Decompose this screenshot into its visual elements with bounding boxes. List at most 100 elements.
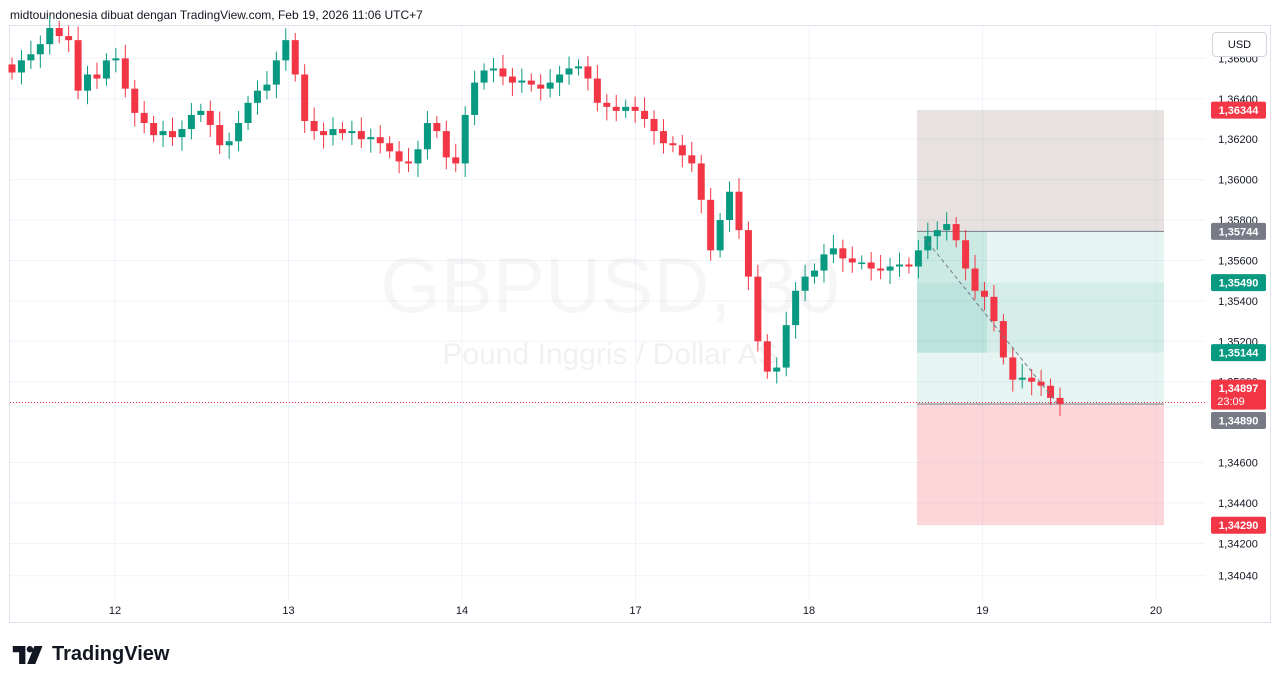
candle-body xyxy=(574,66,582,69)
candle-body xyxy=(480,70,488,83)
stop-label-text: 1,34290 xyxy=(1219,520,1259,532)
candle xyxy=(357,117,365,148)
candle xyxy=(253,80,261,115)
x-tick-label: 18 xyxy=(803,605,815,617)
candle-body xyxy=(17,60,25,73)
candle xyxy=(990,284,998,332)
candle xyxy=(301,64,309,133)
candle-body xyxy=(150,123,158,136)
candle-body xyxy=(55,28,63,37)
candle xyxy=(754,264,762,352)
candle-body xyxy=(697,163,705,200)
candle xyxy=(943,212,951,241)
candle-body xyxy=(659,131,667,144)
y-tick-label: 1,34200 xyxy=(1218,538,1258,550)
currency-button[interactable]: USD xyxy=(1212,32,1267,57)
candle xyxy=(263,71,271,100)
candle xyxy=(641,97,649,128)
chart-frame xyxy=(9,25,1271,623)
y-tick-label: 1,36200 xyxy=(1218,134,1258,146)
candle-body xyxy=(716,220,724,251)
candle-body xyxy=(65,36,73,41)
trend-line xyxy=(923,237,1061,408)
candle xyxy=(197,103,205,123)
candle xyxy=(744,221,752,291)
candle xyxy=(216,111,224,154)
candle xyxy=(480,63,488,90)
candle-body xyxy=(1047,385,1055,398)
last-price-label-bg xyxy=(1211,379,1266,410)
candle-body xyxy=(131,88,139,113)
candle-body xyxy=(848,258,856,263)
candle xyxy=(348,120,356,146)
candle-body xyxy=(508,76,516,83)
candle xyxy=(650,110,658,145)
candle xyxy=(1056,387,1064,416)
candle-body xyxy=(74,40,82,91)
candle-body xyxy=(112,58,120,61)
y-tick-label: 1,35600 xyxy=(1218,255,1258,267)
candle-body xyxy=(914,250,922,267)
candle xyxy=(556,65,564,97)
x-axis: 12 13 14 17 18 19 20 xyxy=(109,605,1162,617)
candle xyxy=(508,67,516,97)
candle xyxy=(962,229,970,281)
candle-body xyxy=(282,40,290,61)
candle xyxy=(603,94,611,121)
candle xyxy=(735,178,743,239)
candle-body xyxy=(338,129,346,134)
candle xyxy=(669,136,677,153)
candle-body xyxy=(1056,397,1064,404)
candle-body xyxy=(829,248,837,255)
candle xyxy=(905,257,913,274)
candle xyxy=(886,257,894,285)
candle-body xyxy=(376,137,384,144)
candle-body xyxy=(641,110,649,119)
x-tick-label: 14 xyxy=(456,605,468,617)
candle xyxy=(707,187,715,261)
candle xyxy=(773,357,781,384)
candle-body xyxy=(8,64,16,73)
candle xyxy=(527,73,535,92)
candle-body xyxy=(27,54,35,61)
candle-body xyxy=(263,84,271,91)
candle-body xyxy=(707,199,715,251)
target-inner-zone xyxy=(917,282,1164,353)
candle xyxy=(867,252,875,281)
candle-body xyxy=(386,143,394,152)
candle xyxy=(291,33,299,82)
candle xyxy=(452,143,460,173)
candle-body xyxy=(518,80,526,83)
candle xyxy=(678,134,686,168)
candle xyxy=(320,122,328,149)
candle xyxy=(848,246,856,273)
y-tick-label: 1,35400 xyxy=(1218,296,1258,308)
candle xyxy=(367,128,375,153)
candle-body xyxy=(943,224,951,231)
level-b-label-text: 1,35490 xyxy=(1219,278,1259,290)
candle-body xyxy=(763,341,771,372)
candle-body xyxy=(631,106,639,111)
y-tick-label: 1,34600 xyxy=(1218,458,1258,470)
overlay xyxy=(10,237,1205,408)
candle-body xyxy=(433,123,441,132)
candle-body xyxy=(669,143,677,146)
candle xyxy=(102,53,110,86)
target-zone xyxy=(917,110,1164,404)
candle xyxy=(8,57,16,80)
candle xyxy=(395,141,403,174)
candle-body xyxy=(253,90,261,103)
candle-body xyxy=(877,268,885,271)
candle xyxy=(65,25,73,53)
candle xyxy=(235,111,243,152)
candle xyxy=(131,79,139,127)
candle xyxy=(546,69,554,98)
candle xyxy=(121,44,129,98)
candle-body xyxy=(121,58,129,89)
candle xyxy=(622,99,630,118)
candle-body xyxy=(603,102,611,107)
candle-body xyxy=(395,151,403,162)
candle-body xyxy=(225,141,233,146)
